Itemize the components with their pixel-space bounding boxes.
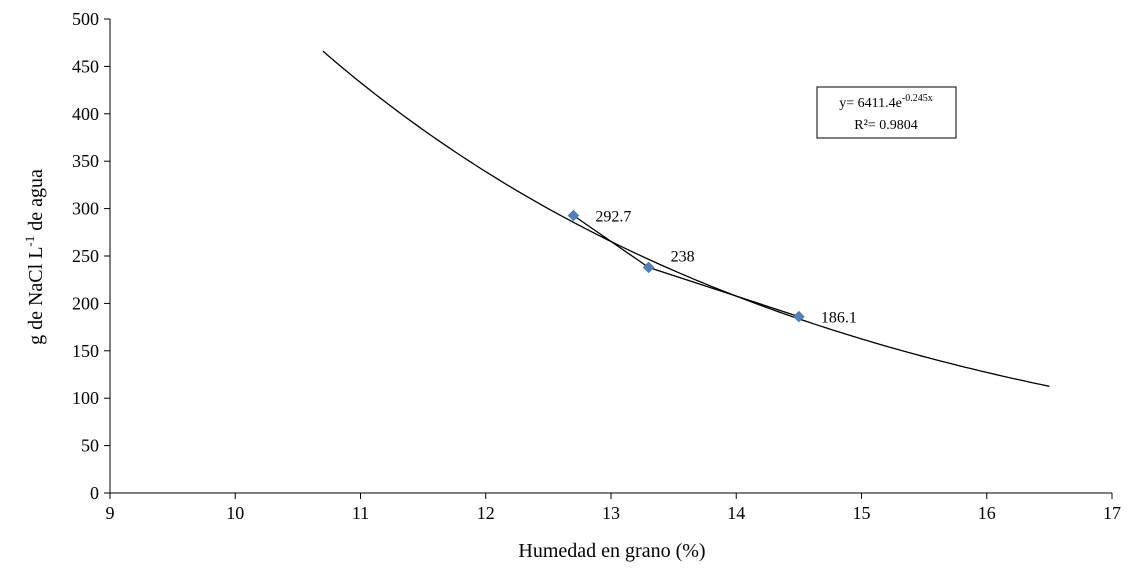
y-tick-label-500: 500 — [72, 9, 99, 29]
x-axis-title: Humedad en grano (%) — [518, 540, 705, 562]
y-tick-label-300: 300 — [72, 199, 99, 219]
y-tick-label-200: 200 — [72, 293, 99, 313]
y-axis-title-superscript: -1 — [22, 236, 37, 247]
trendline-r2: R²= 0.9804 — [854, 118, 917, 133]
x-tick-label-16: 16 — [978, 503, 996, 523]
x-tick-label-12: 12 — [477, 503, 495, 523]
data-point-2 — [793, 310, 805, 323]
x-tick-label-14: 14 — [727, 503, 745, 523]
y-axis-title-suffix: de agua — [25, 169, 47, 236]
y-axis-title-main: g de NaCl L — [25, 247, 47, 345]
x-tick-label-10: 10 — [226, 503, 244, 523]
data-point-0 — [567, 209, 580, 222]
plot-area — [109, 19, 1112, 494]
y-tick-label-0: 0 — [90, 483, 99, 503]
data-label-0: 292.7 — [595, 209, 631, 226]
y-tick-label-100: 100 — [72, 388, 99, 408]
x-tick-label-11: 11 — [352, 503, 369, 523]
x-tick-label-9: 9 — [106, 503, 115, 523]
data-label-2: 186.1 — [821, 310, 857, 327]
equation-exponent: -0.245x — [902, 93, 933, 104]
y-axis-title: g de NaCl L-1 de agua — [22, 169, 47, 345]
y-tick-label-250: 250 — [72, 246, 99, 266]
trendline-equation-box: y= 6411.4e-0.245x R²= 0.9804 — [816, 86, 957, 139]
y-tick-label-400: 400 — [72, 104, 99, 124]
trendline-equation: y= 6411.4e-0.245x — [839, 93, 932, 111]
data-point-1 — [642, 261, 655, 274]
axis-ticks: 0 50 100 150 200 250 300 350 400 450 500 9 10 11 12 13 1… — [72, 9, 1121, 523]
x-tick-label-17: 17 — [1103, 503, 1121, 523]
x-tick-label-15: 15 — [853, 503, 871, 523]
exponential-trendline — [322, 50, 1050, 387]
data-labels: 292.7 238 186.1 — [595, 209, 856, 327]
data-label-1: 238 — [671, 248, 695, 265]
y-tick-label-50: 50 — [81, 436, 99, 456]
equation-box-frame — [816, 86, 957, 139]
data-points — [567, 209, 805, 323]
y-tick-label-350: 350 — [72, 151, 99, 171]
x-tick-label-13: 13 — [602, 503, 620, 523]
y-tick-label-450: 450 — [72, 56, 99, 76]
equation-prefix: y= 6411.4e — [839, 96, 902, 111]
series-line — [573, 214, 800, 318]
y-tick-label-150: 150 — [72, 341, 99, 361]
